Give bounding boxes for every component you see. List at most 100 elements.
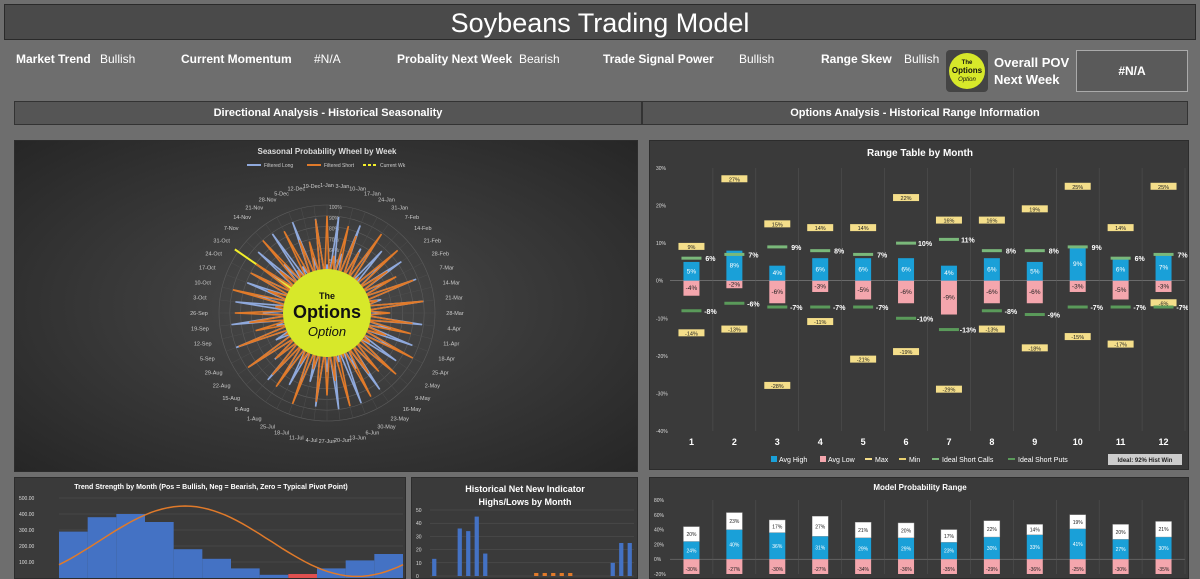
avg-high-bar	[855, 258, 872, 281]
wheel-week-label: 14-Mar	[443, 280, 461, 286]
range-skew-label: Range Skew	[821, 52, 892, 66]
wheel-week-label: 16-May	[403, 407, 422, 413]
avg-high-label: 9%	[1073, 261, 1083, 268]
prob-top-label: 14%	[1030, 528, 1041, 534]
max-marker	[978, 216, 1005, 224]
max-marker	[1150, 182, 1177, 190]
prob-mid-bar	[769, 532, 786, 560]
trend-bar	[116, 514, 145, 578]
min-marker	[1107, 340, 1134, 348]
section-options: Options Analysis - Historical Range Info…	[642, 101, 1188, 125]
ideal-short-call-marker	[853, 252, 874, 256]
max-label: 14%	[815, 226, 826, 232]
prob-mid-bar	[1155, 537, 1172, 560]
wheel-week-label: 20-Jun	[334, 438, 351, 444]
ideal-short-call-label: 11%	[961, 237, 975, 244]
wheel-week-label: 17-Oct	[199, 266, 216, 272]
ideal-short-put-marker	[767, 305, 788, 309]
section-directional: Directional Analysis - Historical Season…	[14, 101, 642, 125]
avg-low-bar	[812, 280, 829, 292]
wheel-week-label: 14-Feb	[414, 226, 431, 232]
prob-top-bar	[940, 529, 958, 543]
max-label: 14%	[858, 226, 869, 232]
ideal-short-put-label: -13%	[960, 328, 977, 335]
netnew-ytick: 0	[416, 574, 419, 579]
prob-range-chart: Model Probability Range 80% 60% 40% 20% 0% -2…	[654, 483, 1186, 578]
range-ytick: -10%	[656, 316, 668, 322]
max-marker	[1021, 205, 1048, 213]
avg-high-bar	[683, 261, 700, 281]
prob-low-bar	[726, 559, 743, 574]
min-marker	[764, 381, 791, 389]
prob-low-bar	[898, 559, 915, 574]
ideal-short-put-marker	[853, 305, 874, 309]
net-new-title-1: Historical Net New Indicator	[465, 484, 585, 494]
avg-high-bar	[940, 265, 957, 281]
prob-low-label: -30%	[1115, 567, 1127, 573]
wheel-week-label: 26-Sep	[190, 311, 208, 317]
min-marker	[850, 355, 877, 363]
wheel-week-label: 7-Nov	[224, 226, 239, 232]
ideal-short-put-label: -7%	[790, 305, 803, 312]
netnew-ytick: 40	[416, 521, 422, 527]
wheel-week-label: 1-Aug	[247, 416, 262, 422]
ideal-short-call-marker	[724, 252, 745, 256]
wheel-week-label: 30-May	[377, 424, 396, 430]
wheel-week-label: 13-Jun	[349, 435, 366, 441]
wheel-week-label: 21-Feb	[424, 238, 441, 244]
range-table-chart: Range Table by Month 30% 20% 10% 0% -10% -20%…	[656, 148, 1188, 465]
max-label: 16%	[986, 219, 997, 225]
min-marker	[893, 348, 920, 356]
min-marker	[1021, 344, 1048, 352]
prob-next-week-value: Bearish	[519, 52, 560, 66]
wheel-week-label: 1-Jan	[320, 183, 334, 189]
wheel-week-label: 24-Jan	[378, 198, 395, 204]
overall-pov-label: Overall POV Next Week	[994, 54, 1069, 88]
center-logo-line3: Option	[308, 324, 346, 339]
max-label: 25%	[1072, 185, 1083, 191]
range-month-label: 1	[689, 437, 694, 447]
min-marker	[978, 325, 1005, 333]
prob-mid-bar	[940, 542, 957, 560]
wheel-week-label: 8-Aug	[235, 407, 250, 413]
avg-high-bar	[1026, 261, 1043, 281]
prob-mid-label: 23%	[944, 549, 955, 555]
netnew-bar	[627, 543, 632, 576]
avg-high-label: 4%	[773, 270, 783, 277]
prob-mid-label: 40%	[729, 542, 740, 548]
avg-low-label: -6%	[900, 289, 912, 296]
wheel-week-label: 27-Jun	[319, 439, 336, 445]
ideal-short-call-marker	[681, 256, 702, 260]
max-label: 16%	[943, 219, 954, 225]
ideal-short-call-marker	[1024, 249, 1045, 253]
ideal-short-call-marker	[981, 249, 1002, 253]
prob-low-label: -36%	[900, 567, 912, 573]
min-label: -18%	[1028, 346, 1041, 352]
netnew-bar	[542, 573, 547, 576]
legend-ideal-short-puts: Ideal Short Puts	[1018, 457, 1068, 464]
prob-low-label: -35%	[1158, 567, 1170, 573]
wheel-week-label: 19-Dec	[303, 184, 321, 190]
ideal-short-put-marker	[681, 309, 702, 313]
ideal-short-put-label: -7%	[1133, 305, 1146, 312]
filtered-short-series	[232, 215, 424, 407]
prob-top-bar	[769, 519, 786, 533]
max-label: 15%	[772, 222, 783, 228]
wheel-week-label: 7-Mar	[439, 266, 454, 272]
range-ytick: 20%	[656, 204, 667, 210]
trend-bar	[345, 560, 375, 578]
range-ytick: 0%	[656, 279, 664, 285]
range-ytick: -30%	[656, 391, 668, 397]
prob-mid-bar	[1026, 534, 1043, 560]
avg-low-label: -9%	[943, 295, 955, 302]
wheel-week-label: 28-Nov	[259, 198, 277, 204]
logo-line2: Options	[952, 66, 983, 75]
prob-ytick: 0%	[654, 557, 662, 563]
range-month-label: 5	[861, 437, 866, 447]
prob-mid-bar	[812, 536, 829, 560]
avg-high-bar	[726, 250, 743, 281]
legend-min: Min	[909, 457, 920, 464]
ideal-short-call-label: 10%	[918, 241, 933, 248]
prob-top-bar	[1069, 514, 1086, 530]
trend-bar	[231, 568, 260, 578]
